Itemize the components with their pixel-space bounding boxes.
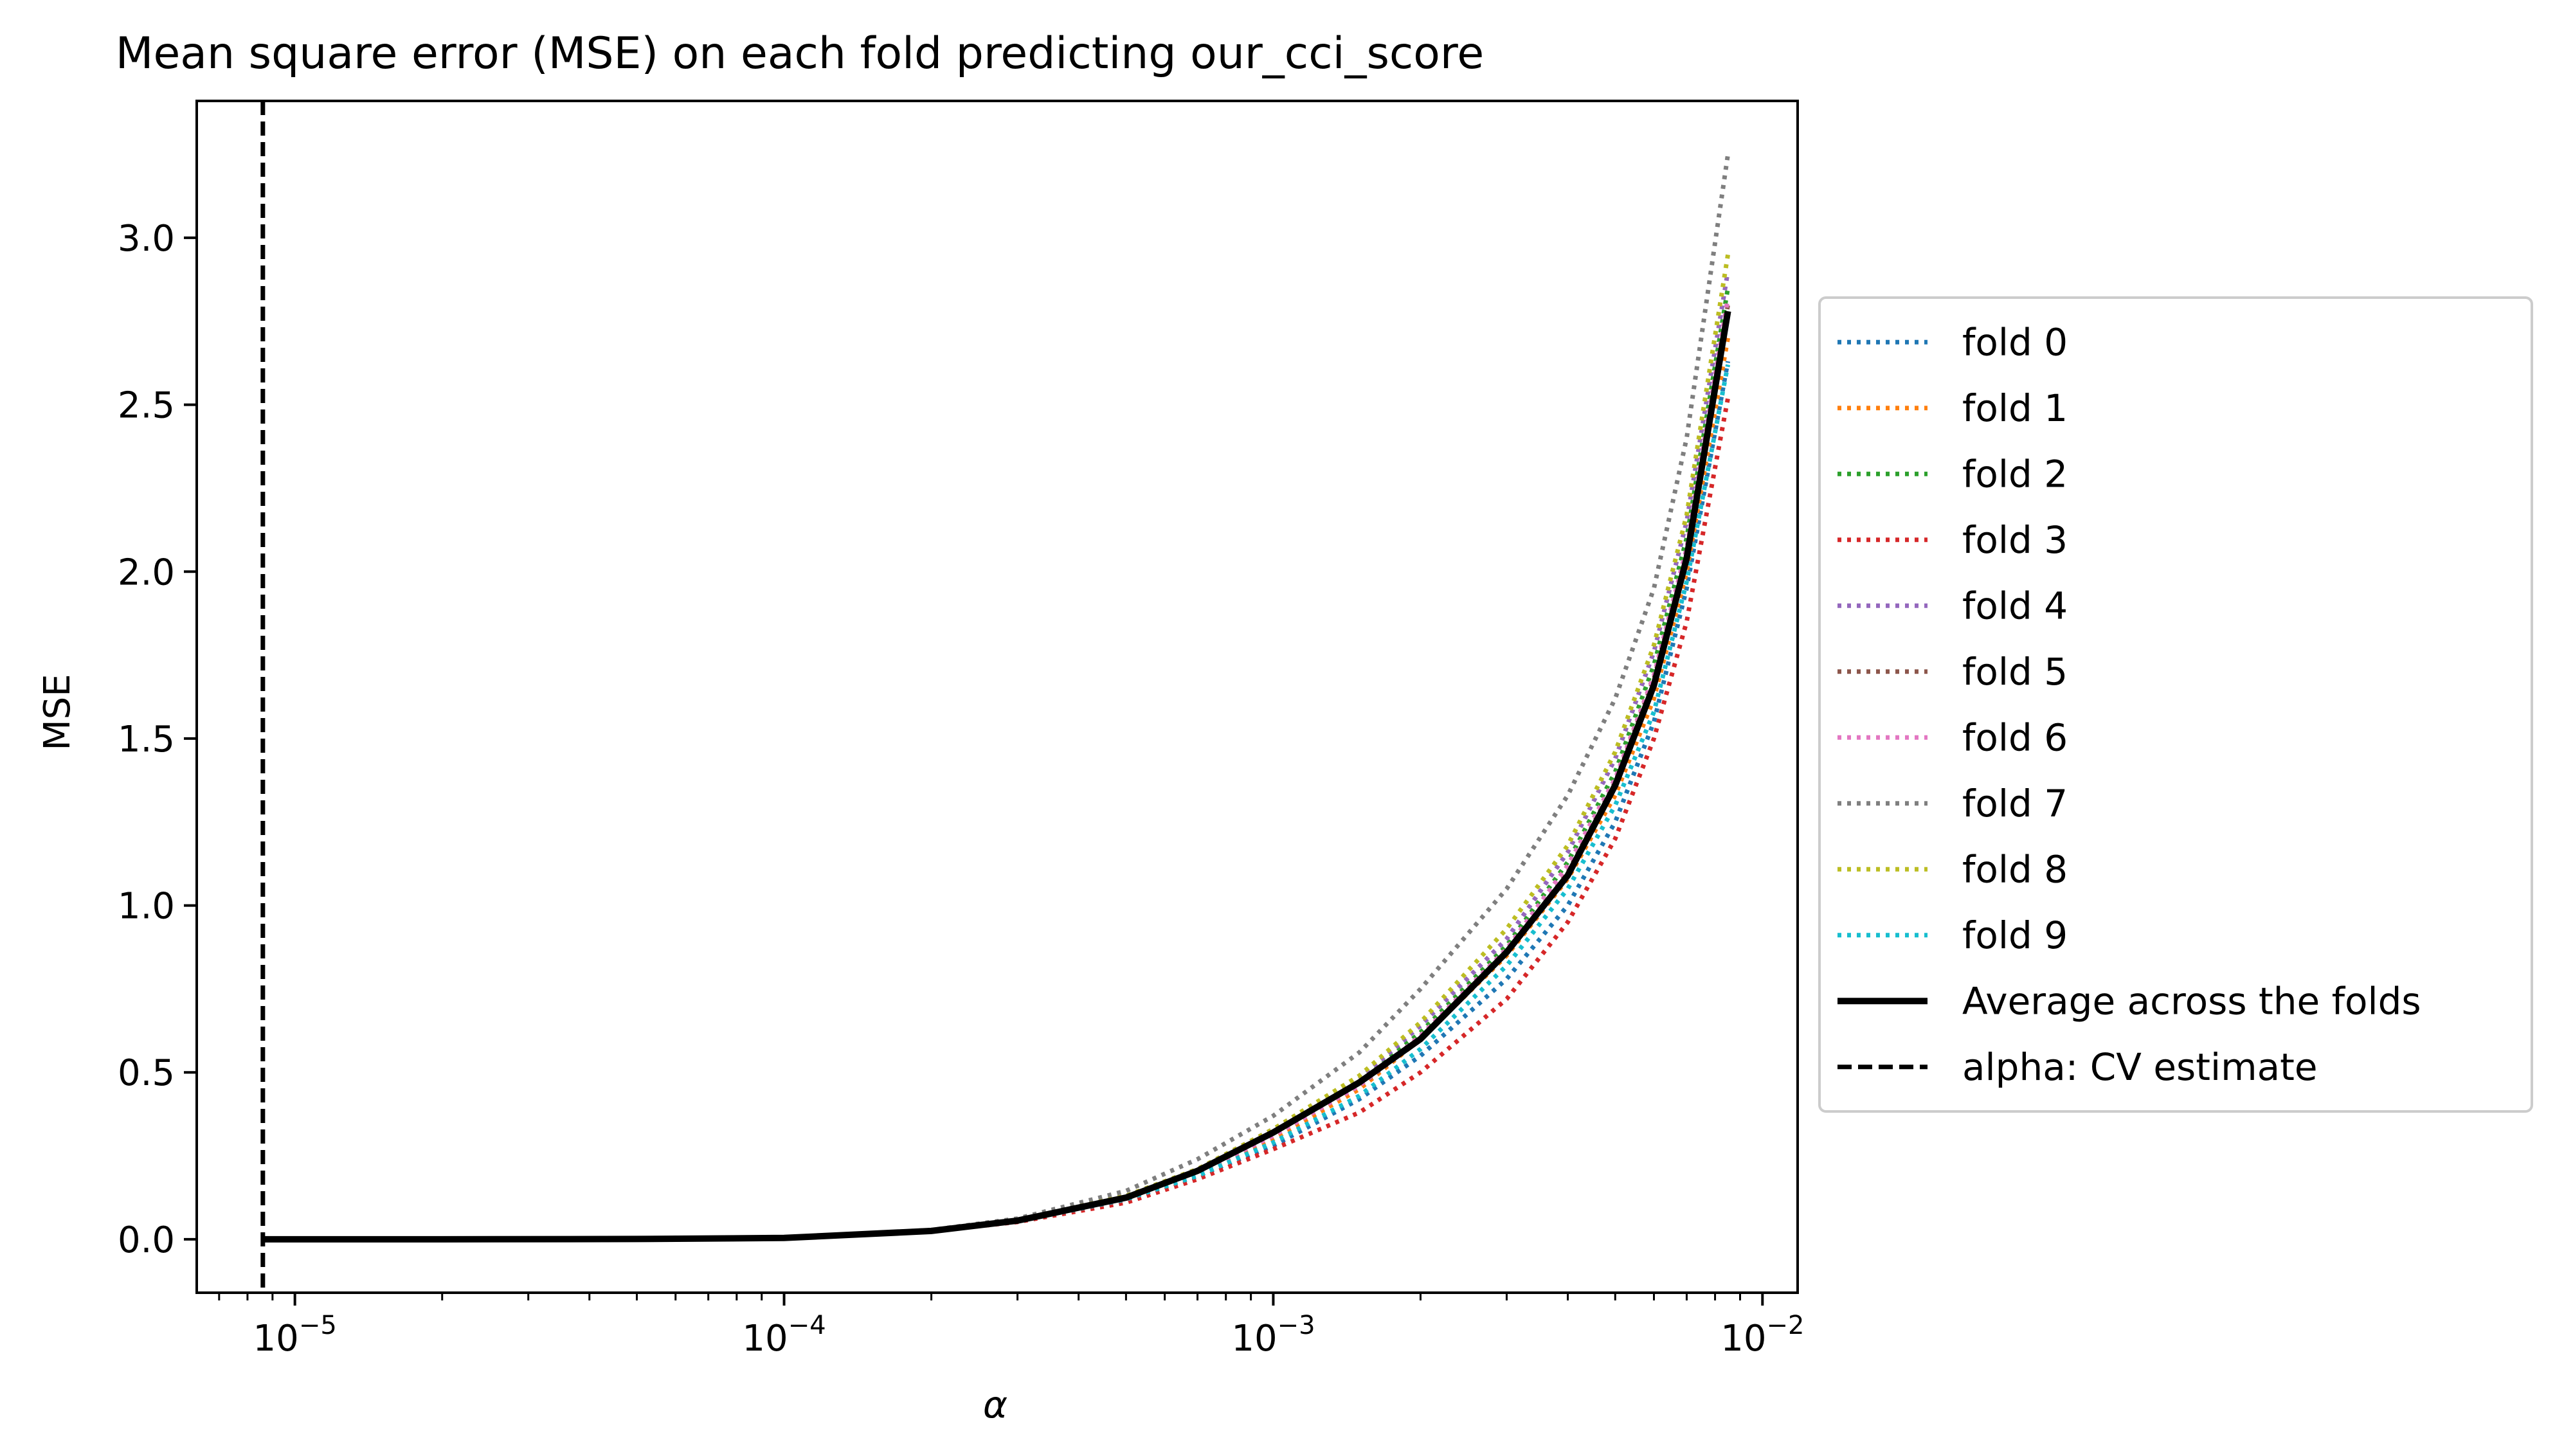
x-tick-label-2: 10−3 bbox=[1231, 1311, 1315, 1360]
x-tick-label-0: 10−5 bbox=[253, 1311, 337, 1360]
series-line-1 bbox=[262, 337, 1731, 1242]
series-line-8 bbox=[262, 254, 1731, 1242]
legend-label-5: fold 5 bbox=[1962, 650, 2068, 694]
y-tick-label-0: 0.0 bbox=[118, 1219, 175, 1261]
x-axis-label: α bbox=[983, 1383, 1007, 1426]
y-axis-label: MSE bbox=[37, 674, 78, 750]
series-line-10 bbox=[262, 310, 1731, 1243]
y-axis: 0.0 0.5 1.0 1.5 2.0 2.5 3.0 bbox=[118, 218, 197, 1261]
legend-label-7: fold 7 bbox=[1962, 782, 2068, 825]
y-tick-label-4: 2.0 bbox=[118, 552, 175, 593]
y-tick-label-5: 2.5 bbox=[118, 385, 175, 427]
x-tick-label-3: 10−2 bbox=[1720, 1311, 1804, 1360]
plot-area bbox=[195, 100, 1799, 1294]
legend-label-0: fold 0 bbox=[1962, 320, 2068, 364]
legend-label-1: fold 1 bbox=[1962, 386, 2068, 430]
series-line-9 bbox=[262, 364, 1731, 1242]
x-tick-label-1: 10−4 bbox=[742, 1311, 826, 1360]
legend-label-8: fold 8 bbox=[1962, 847, 2068, 891]
series-line-0 bbox=[262, 361, 1731, 1242]
legend-label-2: fold 2 bbox=[1962, 452, 2068, 496]
legend-label-9: fold 9 bbox=[1962, 913, 2068, 957]
x-axis: 10−5 10−4 10−3 10−2 bbox=[218, 1293, 1804, 1360]
chart-title: Mean square error (MSE) on each fold pre… bbox=[116, 28, 1484, 79]
y-tick-label-2: 1.0 bbox=[118, 886, 175, 928]
y-tick-label-1: 0.5 bbox=[118, 1052, 175, 1094]
legend-label-10: Average across the folds bbox=[1962, 979, 2421, 1023]
legend: fold 0 fold 1 fold 2 fold 3 fold 4 fold 5 fold… bbox=[1818, 296, 2533, 1113]
series-line-3 bbox=[262, 397, 1731, 1242]
plot-frame bbox=[195, 100, 1799, 1294]
series-line-7 bbox=[262, 154, 1731, 1242]
legend-label-11: alpha: CV estimate bbox=[1962, 1045, 2318, 1089]
legend-label-3: fold 3 bbox=[1962, 518, 2068, 562]
legend-label-6: fold 6 bbox=[1962, 715, 2068, 759]
y-tick-label-6: 3.0 bbox=[118, 218, 175, 260]
legend-box bbox=[1818, 296, 2533, 1113]
legend-label-4: fold 4 bbox=[1962, 584, 2068, 627]
y-tick-label-3: 1.5 bbox=[118, 719, 175, 760]
